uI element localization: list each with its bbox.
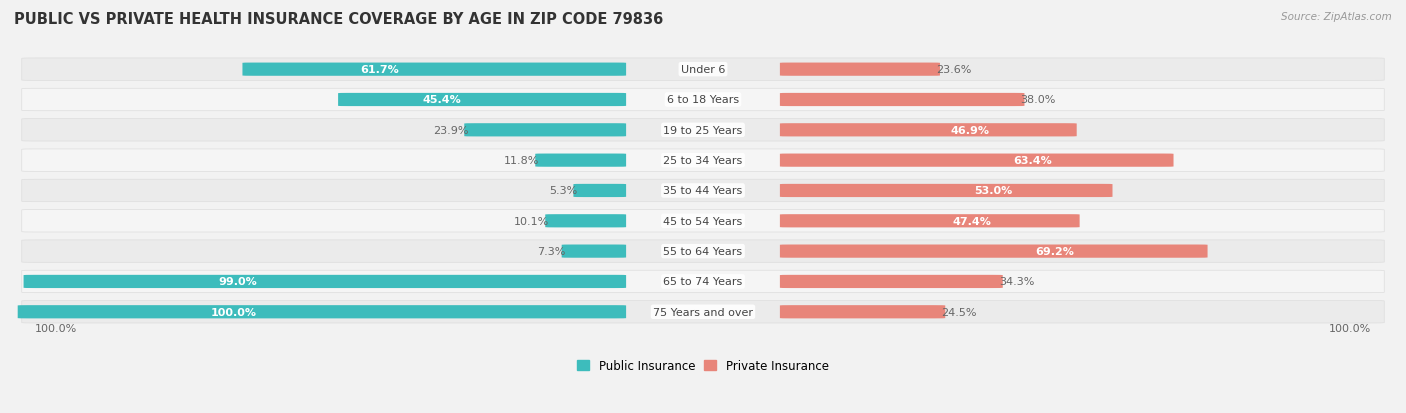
FancyBboxPatch shape xyxy=(21,59,1385,81)
Text: 47.4%: 47.4% xyxy=(952,216,991,226)
Text: 99.0%: 99.0% xyxy=(218,277,257,287)
FancyBboxPatch shape xyxy=(780,154,1174,167)
FancyBboxPatch shape xyxy=(561,245,626,258)
FancyBboxPatch shape xyxy=(21,150,1385,172)
Text: PUBLIC VS PRIVATE HEALTH INSURANCE COVERAGE BY AGE IN ZIP CODE 79836: PUBLIC VS PRIVATE HEALTH INSURANCE COVER… xyxy=(14,12,664,27)
FancyBboxPatch shape xyxy=(242,64,626,76)
FancyBboxPatch shape xyxy=(337,94,626,107)
Text: 10.1%: 10.1% xyxy=(515,216,550,226)
Text: 5.3%: 5.3% xyxy=(550,186,578,196)
FancyBboxPatch shape xyxy=(780,64,941,76)
FancyBboxPatch shape xyxy=(24,275,626,288)
Text: 100.0%: 100.0% xyxy=(1329,323,1371,333)
FancyBboxPatch shape xyxy=(536,154,626,167)
FancyBboxPatch shape xyxy=(18,306,626,318)
Text: 100.0%: 100.0% xyxy=(35,323,77,333)
Text: 65 to 74 Years: 65 to 74 Years xyxy=(664,277,742,287)
FancyBboxPatch shape xyxy=(21,180,1385,202)
FancyBboxPatch shape xyxy=(546,215,626,228)
Text: 61.7%: 61.7% xyxy=(360,65,399,75)
Text: 63.4%: 63.4% xyxy=(1014,156,1052,166)
Text: 23.9%: 23.9% xyxy=(433,126,468,135)
FancyBboxPatch shape xyxy=(780,94,1025,107)
Text: 24.5%: 24.5% xyxy=(941,307,977,317)
Text: 34.3%: 34.3% xyxy=(998,277,1033,287)
FancyBboxPatch shape xyxy=(780,185,1112,197)
Text: Under 6: Under 6 xyxy=(681,65,725,75)
FancyBboxPatch shape xyxy=(574,185,626,197)
Text: 7.3%: 7.3% xyxy=(537,247,565,256)
Text: 46.9%: 46.9% xyxy=(950,126,988,135)
Text: Source: ZipAtlas.com: Source: ZipAtlas.com xyxy=(1281,12,1392,22)
Text: 6 to 18 Years: 6 to 18 Years xyxy=(666,95,740,105)
Legend: Public Insurance, Private Insurance: Public Insurance, Private Insurance xyxy=(572,354,834,377)
Text: 53.0%: 53.0% xyxy=(974,186,1012,196)
Text: 25 to 34 Years: 25 to 34 Years xyxy=(664,156,742,166)
FancyBboxPatch shape xyxy=(21,210,1385,233)
FancyBboxPatch shape xyxy=(21,119,1385,142)
Text: 55 to 64 Years: 55 to 64 Years xyxy=(664,247,742,256)
FancyBboxPatch shape xyxy=(780,215,1080,228)
Text: 45.4%: 45.4% xyxy=(423,95,461,105)
FancyBboxPatch shape xyxy=(780,245,1208,258)
Text: 75 Years and over: 75 Years and over xyxy=(652,307,754,317)
Text: 100.0%: 100.0% xyxy=(211,307,257,317)
Text: 23.6%: 23.6% xyxy=(936,65,972,75)
FancyBboxPatch shape xyxy=(780,306,945,318)
FancyBboxPatch shape xyxy=(780,124,1077,137)
FancyBboxPatch shape xyxy=(21,240,1385,263)
Text: 19 to 25 Years: 19 to 25 Years xyxy=(664,126,742,135)
Text: 35 to 44 Years: 35 to 44 Years xyxy=(664,186,742,196)
FancyBboxPatch shape xyxy=(21,89,1385,112)
FancyBboxPatch shape xyxy=(780,275,1002,288)
Text: 11.8%: 11.8% xyxy=(503,156,540,166)
Text: 38.0%: 38.0% xyxy=(1021,95,1056,105)
FancyBboxPatch shape xyxy=(21,301,1385,323)
FancyBboxPatch shape xyxy=(21,271,1385,293)
Text: 69.2%: 69.2% xyxy=(1035,247,1074,256)
Text: 45 to 54 Years: 45 to 54 Years xyxy=(664,216,742,226)
FancyBboxPatch shape xyxy=(464,124,626,137)
